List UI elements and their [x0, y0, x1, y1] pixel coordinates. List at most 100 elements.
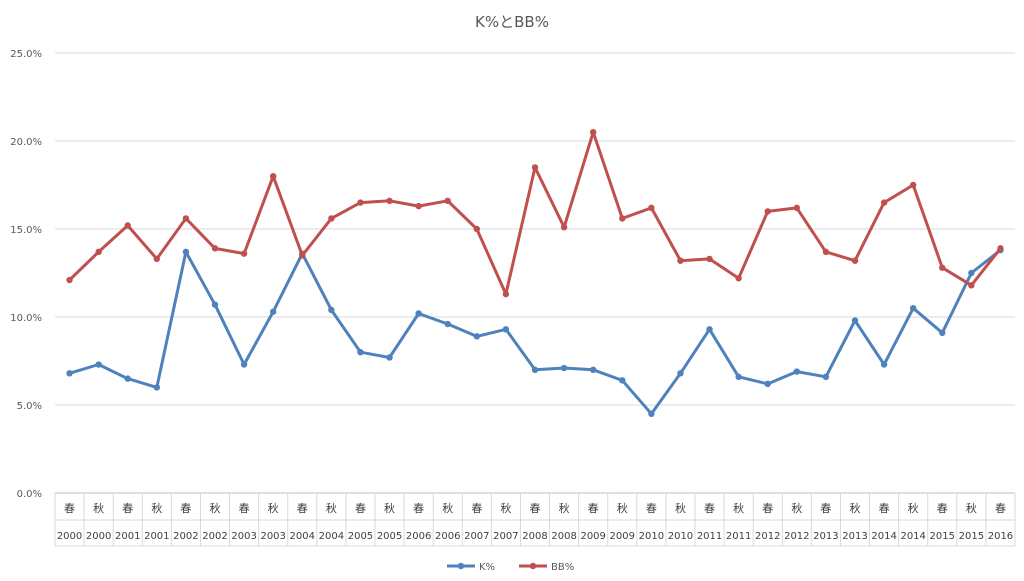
x-tick-season: 春: [122, 502, 133, 515]
data-point: [153, 255, 161, 263]
x-tick-year: 2000: [86, 531, 111, 542]
series-k-pct: [66, 246, 1004, 417]
y-tick-label: 15.0%: [10, 225, 42, 236]
data-point: [415, 310, 422, 317]
chart-title: K%とBB%: [475, 13, 549, 31]
x-tick-season: 秋: [559, 501, 570, 515]
data-point: [619, 215, 626, 222]
x-tick-year: 2008: [551, 531, 576, 542]
y-tick-label: 25.0%: [10, 49, 42, 60]
x-tick-year: 2000: [57, 531, 82, 542]
data-point: [240, 361, 248, 368]
data-point: [939, 329, 946, 337]
x-tick-year: 2004: [290, 531, 315, 542]
x-tick-season: 秋: [500, 501, 511, 515]
x-tick-year: 2001: [144, 531, 169, 542]
series-line: [68, 248, 1002, 416]
legend-label: K%: [479, 562, 495, 573]
x-tick-year: 2009: [610, 531, 635, 542]
data-point: [269, 173, 277, 180]
data-point: [124, 375, 131, 382]
x-tick-year: 2010: [668, 531, 693, 542]
data-point: [269, 308, 277, 315]
data-point: [822, 373, 830, 381]
x-tick-year: 2005: [348, 531, 373, 542]
data-point: [299, 252, 306, 259]
data-point: [822, 248, 830, 256]
x-tick-season: 春: [180, 502, 191, 515]
data-point: [648, 410, 655, 417]
x-tick-season: 秋: [93, 501, 104, 515]
x-tick-season: 春: [297, 502, 308, 515]
x-tick-year: 2009: [580, 531, 605, 542]
data-point: [968, 269, 975, 277]
data-point: [153, 384, 161, 391]
x-tick-season: 秋: [850, 501, 861, 515]
data-point: [677, 370, 684, 377]
data-point: [473, 225, 481, 233]
data-point: [968, 282, 975, 289]
y-tick-label: 5.0%: [17, 401, 42, 412]
x-tick-season: 春: [239, 502, 250, 515]
x-tick-season: 秋: [966, 501, 977, 515]
data-point: [735, 275, 742, 282]
y-tick-label: 20.0%: [10, 137, 42, 148]
data-point: [735, 373, 742, 381]
x-tick-season: 秋: [908, 501, 919, 515]
x-tick-year: 2007: [493, 531, 518, 542]
x-tick-year: 2004: [319, 531, 344, 542]
data-point: [619, 377, 626, 384]
data-point: [240, 250, 248, 257]
x-tick-season: 秋: [268, 501, 279, 515]
data-point: [182, 215, 190, 222]
x-tick-year: 2012: [755, 531, 780, 542]
legend-marker: [457, 562, 465, 570]
x-tick-season: 春: [762, 502, 773, 515]
data-point: [648, 204, 655, 212]
data-point: [793, 204, 801, 212]
x-tick-year: 2016: [988, 531, 1013, 542]
data-point: [764, 208, 771, 215]
x-tick-season: 春: [471, 502, 482, 515]
data-point: [66, 276, 73, 284]
data-point: [357, 199, 364, 206]
x-tick-season: 秋: [791, 501, 802, 515]
data-point: [589, 366, 597, 373]
x-tick-season: 春: [820, 502, 831, 515]
x-tick-season: 春: [937, 502, 948, 515]
x-tick-season: 春: [413, 502, 424, 515]
series-line: [68, 130, 1002, 296]
data-point: [357, 349, 364, 356]
x-tick-season: 春: [530, 502, 541, 515]
data-point: [182, 248, 190, 256]
data-point: [211, 245, 219, 252]
y-tick-label: 0.0%: [17, 489, 42, 500]
data-point: [211, 301, 219, 308]
gridlines: [55, 52, 1015, 494]
data-point: [909, 181, 917, 189]
x-tick-season: 秋: [151, 501, 162, 515]
x-tick-year: 2010: [639, 531, 664, 542]
x-tick-season: 春: [704, 502, 715, 515]
x-tick-year: 2013: [842, 531, 867, 542]
data-point: [95, 361, 102, 368]
data-point: [531, 164, 539, 171]
data-point: [328, 215, 335, 222]
x-axis: 春 2000 秋 2000 春 2001 秋 2001 春 2002 秋 2002 春 2003 秋 2003…: [54, 493, 1016, 547]
x-tick-season: 春: [995, 502, 1006, 515]
data-point: [880, 361, 888, 368]
x-tick-season: 春: [64, 502, 75, 515]
x-tick-season: 秋: [326, 501, 337, 515]
data-point: [997, 245, 1004, 252]
y-tick-label: 10.0%: [10, 313, 42, 324]
x-tick-year: 2005: [377, 531, 402, 542]
x-tick-season: 秋: [617, 501, 628, 515]
x-tick-year: 2002: [173, 531, 198, 542]
x-tick-year: 2003: [231, 531, 256, 542]
data-point: [764, 380, 771, 388]
data-point: [444, 320, 451, 328]
data-point: [851, 257, 859, 264]
x-tick-season: 秋: [733, 501, 744, 515]
x-tick-year: 2003: [260, 531, 285, 542]
